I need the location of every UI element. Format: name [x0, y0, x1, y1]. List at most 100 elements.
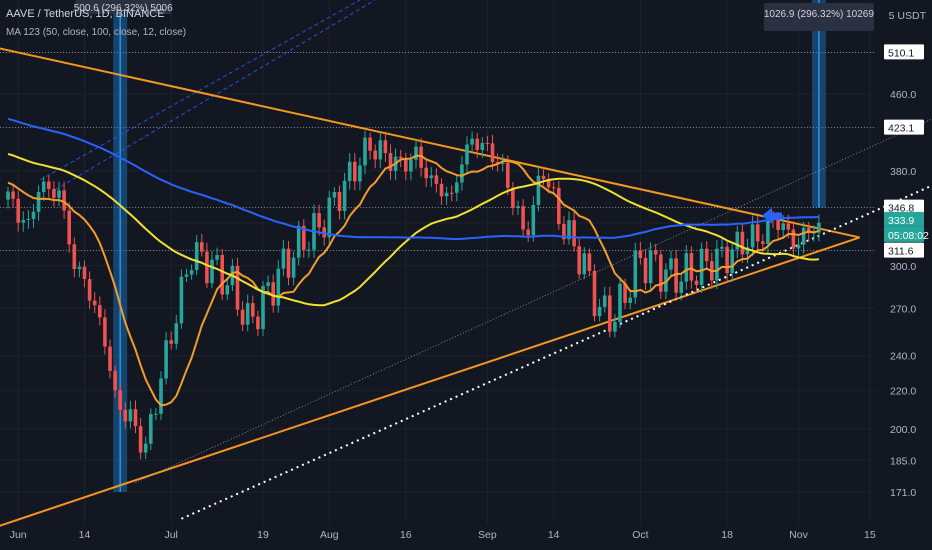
candle-body-67 — [347, 161, 352, 181]
candle-body-39 — [205, 251, 209, 284]
candle-0 — [6, 186, 10, 209]
candle-5 — [31, 203, 36, 228]
candle-body-19 — [103, 317, 107, 347]
candle-1 — [11, 185, 15, 208]
x-tick-label-0: Jun — [10, 529, 27, 541]
candle-body-22 — [118, 390, 122, 410]
candle-body-123 — [633, 250, 638, 298]
candle-55 — [286, 240, 291, 286]
candle-92 — [475, 133, 479, 159]
candle-body-71 — [368, 137, 372, 151]
candle-123 — [633, 242, 638, 305]
candle-body-47 — [245, 303, 250, 325]
candle-body-49 — [256, 316, 260, 330]
x-tick-label-1: 14 — [79, 529, 91, 541]
candle-body-144 — [740, 231, 745, 255]
trendline-upper-dotted — [135, 118, 932, 484]
candle-53 — [276, 259, 281, 313]
candle-body-56 — [291, 257, 296, 278]
candle-body-120 — [618, 283, 622, 322]
candle-74 — [383, 131, 388, 163]
candle-83 — [429, 167, 434, 187]
candle-body-90 — [465, 144, 469, 165]
candle-body-37 — [194, 242, 199, 271]
candle-body-147 — [755, 224, 760, 242]
candle-body-136 — [699, 248, 704, 285]
candlesticks — [6, 130, 821, 460]
candle-body-151 — [776, 219, 780, 231]
candle-37 — [194, 235, 199, 276]
candle-50 — [261, 280, 265, 337]
candle-body-105 — [541, 175, 546, 179]
y-tick-label-14: 171.0 — [890, 487, 916, 499]
price-unit-label[interactable]: 5 USDT — [888, 10, 926, 22]
candle-78 — [404, 153, 408, 181]
candle-body-78 — [404, 158, 408, 172]
candle-body-1 — [11, 191, 15, 199]
candle-body-83 — [429, 175, 434, 179]
candle-body-42 — [220, 255, 224, 295]
candle-body-155 — [796, 244, 801, 249]
candle-body-28 — [149, 413, 153, 444]
candle-body-86 — [444, 192, 449, 197]
candle-52 — [271, 274, 275, 313]
candle-155 — [796, 237, 801, 258]
candle-9 — [52, 181, 56, 207]
trendline-resistance — [0, 47, 860, 239]
candle-105 — [541, 168, 546, 186]
candle-48 — [251, 295, 255, 324]
candle-body-36 — [189, 270, 194, 275]
candle-body-43 — [225, 285, 230, 295]
candle-29 — [154, 408, 158, 421]
candle-body-16 — [87, 279, 92, 301]
candle-41 — [215, 247, 219, 266]
candle-body-85 — [439, 183, 444, 197]
candle-body-119 — [613, 321, 617, 332]
candle-82 — [424, 159, 428, 188]
candle-body-114 — [587, 253, 592, 271]
candle-139 — [715, 239, 719, 289]
candle-35 — [184, 268, 189, 283]
candle-126 — [648, 242, 653, 291]
candle-body-133 — [684, 253, 689, 282]
candle-131 — [674, 249, 678, 301]
price-axis[interactable]: 460.0 380.0 300.0 270.0 240.0 220.0 200.0 185.0… — [884, 44, 929, 499]
candle-body-72 — [373, 150, 377, 160]
time-axis[interactable]: Jun14Jul19Aug16Sep14Oct18Nov15Dec — [10, 529, 932, 541]
candle-body-110 — [567, 220, 571, 240]
candle-45 — [235, 257, 240, 316]
candle-body-141 — [725, 246, 729, 274]
candle-56 — [291, 251, 296, 286]
candle-116 — [597, 298, 602, 322]
candle-body-149 — [766, 216, 770, 245]
candle-142 — [730, 244, 734, 282]
candle-body-74 — [383, 140, 388, 154]
candle-61 — [317, 204, 321, 236]
measure-label-bg-1 — [763, 3, 874, 31]
candle-body-2 — [16, 198, 20, 223]
candle-4 — [26, 210, 31, 229]
candle-body-131 — [674, 258, 678, 293]
candle-body-146 — [750, 224, 755, 248]
candle-body-92 — [475, 138, 479, 150]
candle-63 — [327, 190, 332, 246]
candle-body-15 — [82, 266, 87, 280]
candle-136 — [699, 242, 704, 293]
candle-body-145 — [745, 247, 750, 255]
candle-body-137 — [704, 248, 709, 262]
candle-body-99 — [511, 187, 515, 209]
candle-64 — [332, 187, 337, 207]
candle-body-108 — [557, 187, 561, 225]
candle-10 — [57, 181, 61, 207]
candle-body-46 — [240, 309, 245, 325]
candle-body-59 — [307, 249, 311, 251]
candle-143 — [735, 225, 740, 259]
candle-128 — [659, 249, 663, 299]
measure-label-0: 500.6 (296.32%) 5006 — [74, 3, 173, 14]
candle-21 — [113, 365, 117, 398]
candle-body-102 — [526, 229, 530, 236]
candle-body-159 — [817, 222, 821, 233]
trendline-support — [0, 236, 861, 527]
candle-40 — [210, 251, 214, 289]
